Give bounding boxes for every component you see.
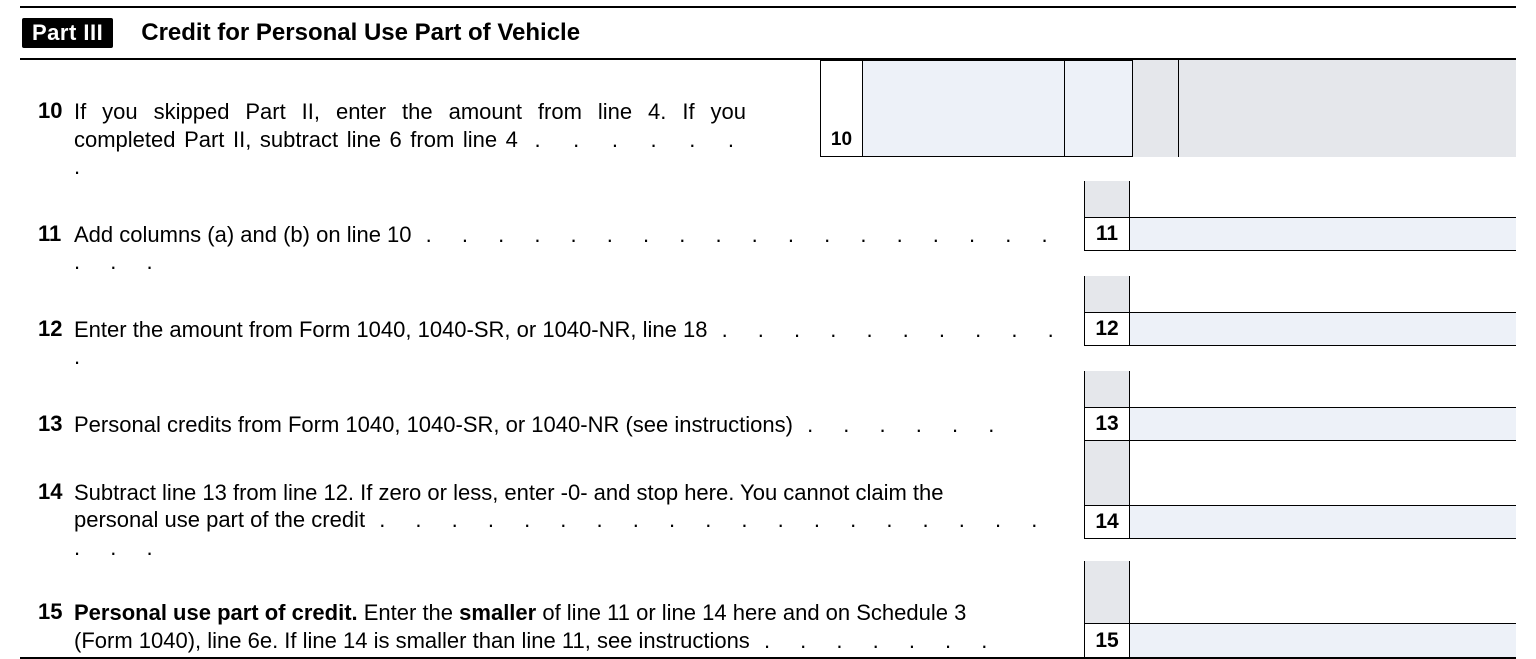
line-13-numcol: 13 <box>1084 371 1130 441</box>
line-15-number: 15 <box>20 561 74 657</box>
line-15-bold-b: smaller <box>459 600 536 625</box>
part-header: Part III Credit for Personal Use Part of… <box>20 8 1516 60</box>
line-10-number: 10 <box>20 60 74 181</box>
line-15-bold-a: Personal use part of credit. <box>74 600 358 625</box>
line-14: 14 Subtract line 13 from line 12. If zer… <box>20 441 1516 562</box>
part-title: Credit for Personal Use Part of Vehicle <box>141 19 580 47</box>
line-15-text-c: (Form 1040), line 6e. If line 14 is smal… <box>74 628 750 653</box>
line-15-dots: . . . . . . . <box>756 628 999 653</box>
line-15-amountcol <box>1130 561 1516 657</box>
line-13-dots: . . . . . . <box>799 412 1006 437</box>
line-12-amount[interactable] <box>1130 312 1516 346</box>
line-11-text-wrap: Add columns (a) and (b) on line 10 . . .… <box>74 181 1084 276</box>
line-12-text-wrap: Enter the amount from Form 1040, 1040-SR… <box>74 276 1084 371</box>
line-15-text-wrap: Personal use part of credit. Enter the s… <box>74 561 1084 657</box>
line-13-boxnum: 13 <box>1085 407 1129 441</box>
line-14-number: 14 <box>20 441 74 562</box>
line-15-boxnum: 15 <box>1085 623 1129 657</box>
line-10-amount-a[interactable] <box>863 60 1065 157</box>
line-12-boxnum: 12 <box>1085 312 1129 346</box>
line-11-boxnum: 11 <box>1085 217 1129 251</box>
part-badge: Part III <box>22 18 113 48</box>
form-body: 10 If you skipped Part II, enter the amo… <box>20 60 1516 659</box>
line-14-text-b: personal use part of the credit <box>74 507 365 532</box>
line-12: 12 Enter the amount from Form 1040, 1040… <box>20 276 1516 371</box>
line-13-number: 13 <box>20 371 74 441</box>
line-14-amount[interactable] <box>1130 505 1516 539</box>
line-13-amount[interactable] <box>1130 407 1516 441</box>
line-10-dead-numcol <box>1133 60 1179 157</box>
line-15-amount[interactable] <box>1130 623 1516 657</box>
line-12-number: 12 <box>20 276 74 371</box>
line-10-text-b: completed Part II, subtract line 6 from … <box>74 127 518 152</box>
line-10-amount-b[interactable] <box>1065 60 1133 157</box>
line-14-text-wrap: Subtract line 13 from line 12. If zero o… <box>74 441 1084 562</box>
line-11-amountcol <box>1130 181 1516 251</box>
line-11-number: 11 <box>20 181 74 276</box>
line-11-amount[interactable] <box>1130 217 1516 251</box>
line-13: 13 Personal credits from Form 1040, 1040… <box>20 371 1516 441</box>
line-12-amountcol <box>1130 276 1516 346</box>
line-13-text: Personal credits from Form 1040, 1040-SR… <box>74 412 793 437</box>
line-13-amountcol <box>1130 371 1516 441</box>
line-12-numcol: 12 <box>1084 276 1130 346</box>
line-14-text-a: Subtract line 13 from line 12. If zero o… <box>74 480 943 505</box>
line-14-amountcol <box>1130 441 1516 539</box>
line-13-text-wrap: Personal credits from Form 1040, 1040-SR… <box>74 371 1084 441</box>
line-11: 11 Add columns (a) and (b) on line 10 . … <box>20 181 1516 276</box>
line-10-text: If you skipped Part II, enter the amount… <box>74 60 746 181</box>
line-12-text: Enter the amount from Form 1040, 1040-SR… <box>74 317 707 342</box>
line-14-numcol: 14 <box>1084 441 1130 539</box>
line-15-text-b: of line 11 or line 14 here and on Schedu… <box>536 600 966 625</box>
line-10-dead-amount <box>1179 60 1516 157</box>
line-11-numcol: 11 <box>1084 181 1130 251</box>
line-15-text-a: Enter the <box>358 600 460 625</box>
line-10-text-a: If you skipped Part II, enter the amount… <box>74 99 746 124</box>
line-10-boxnum: 10 <box>820 60 863 157</box>
line-14-boxnum: 14 <box>1085 505 1129 539</box>
line-11-text: Add columns (a) and (b) on line 10 <box>74 222 412 247</box>
line-15: 15 Personal use part of credit. Enter th… <box>20 561 1516 659</box>
line-10: 10 If you skipped Part II, enter the amo… <box>20 60 1516 181</box>
line-15-numcol: 15 <box>1084 561 1130 657</box>
